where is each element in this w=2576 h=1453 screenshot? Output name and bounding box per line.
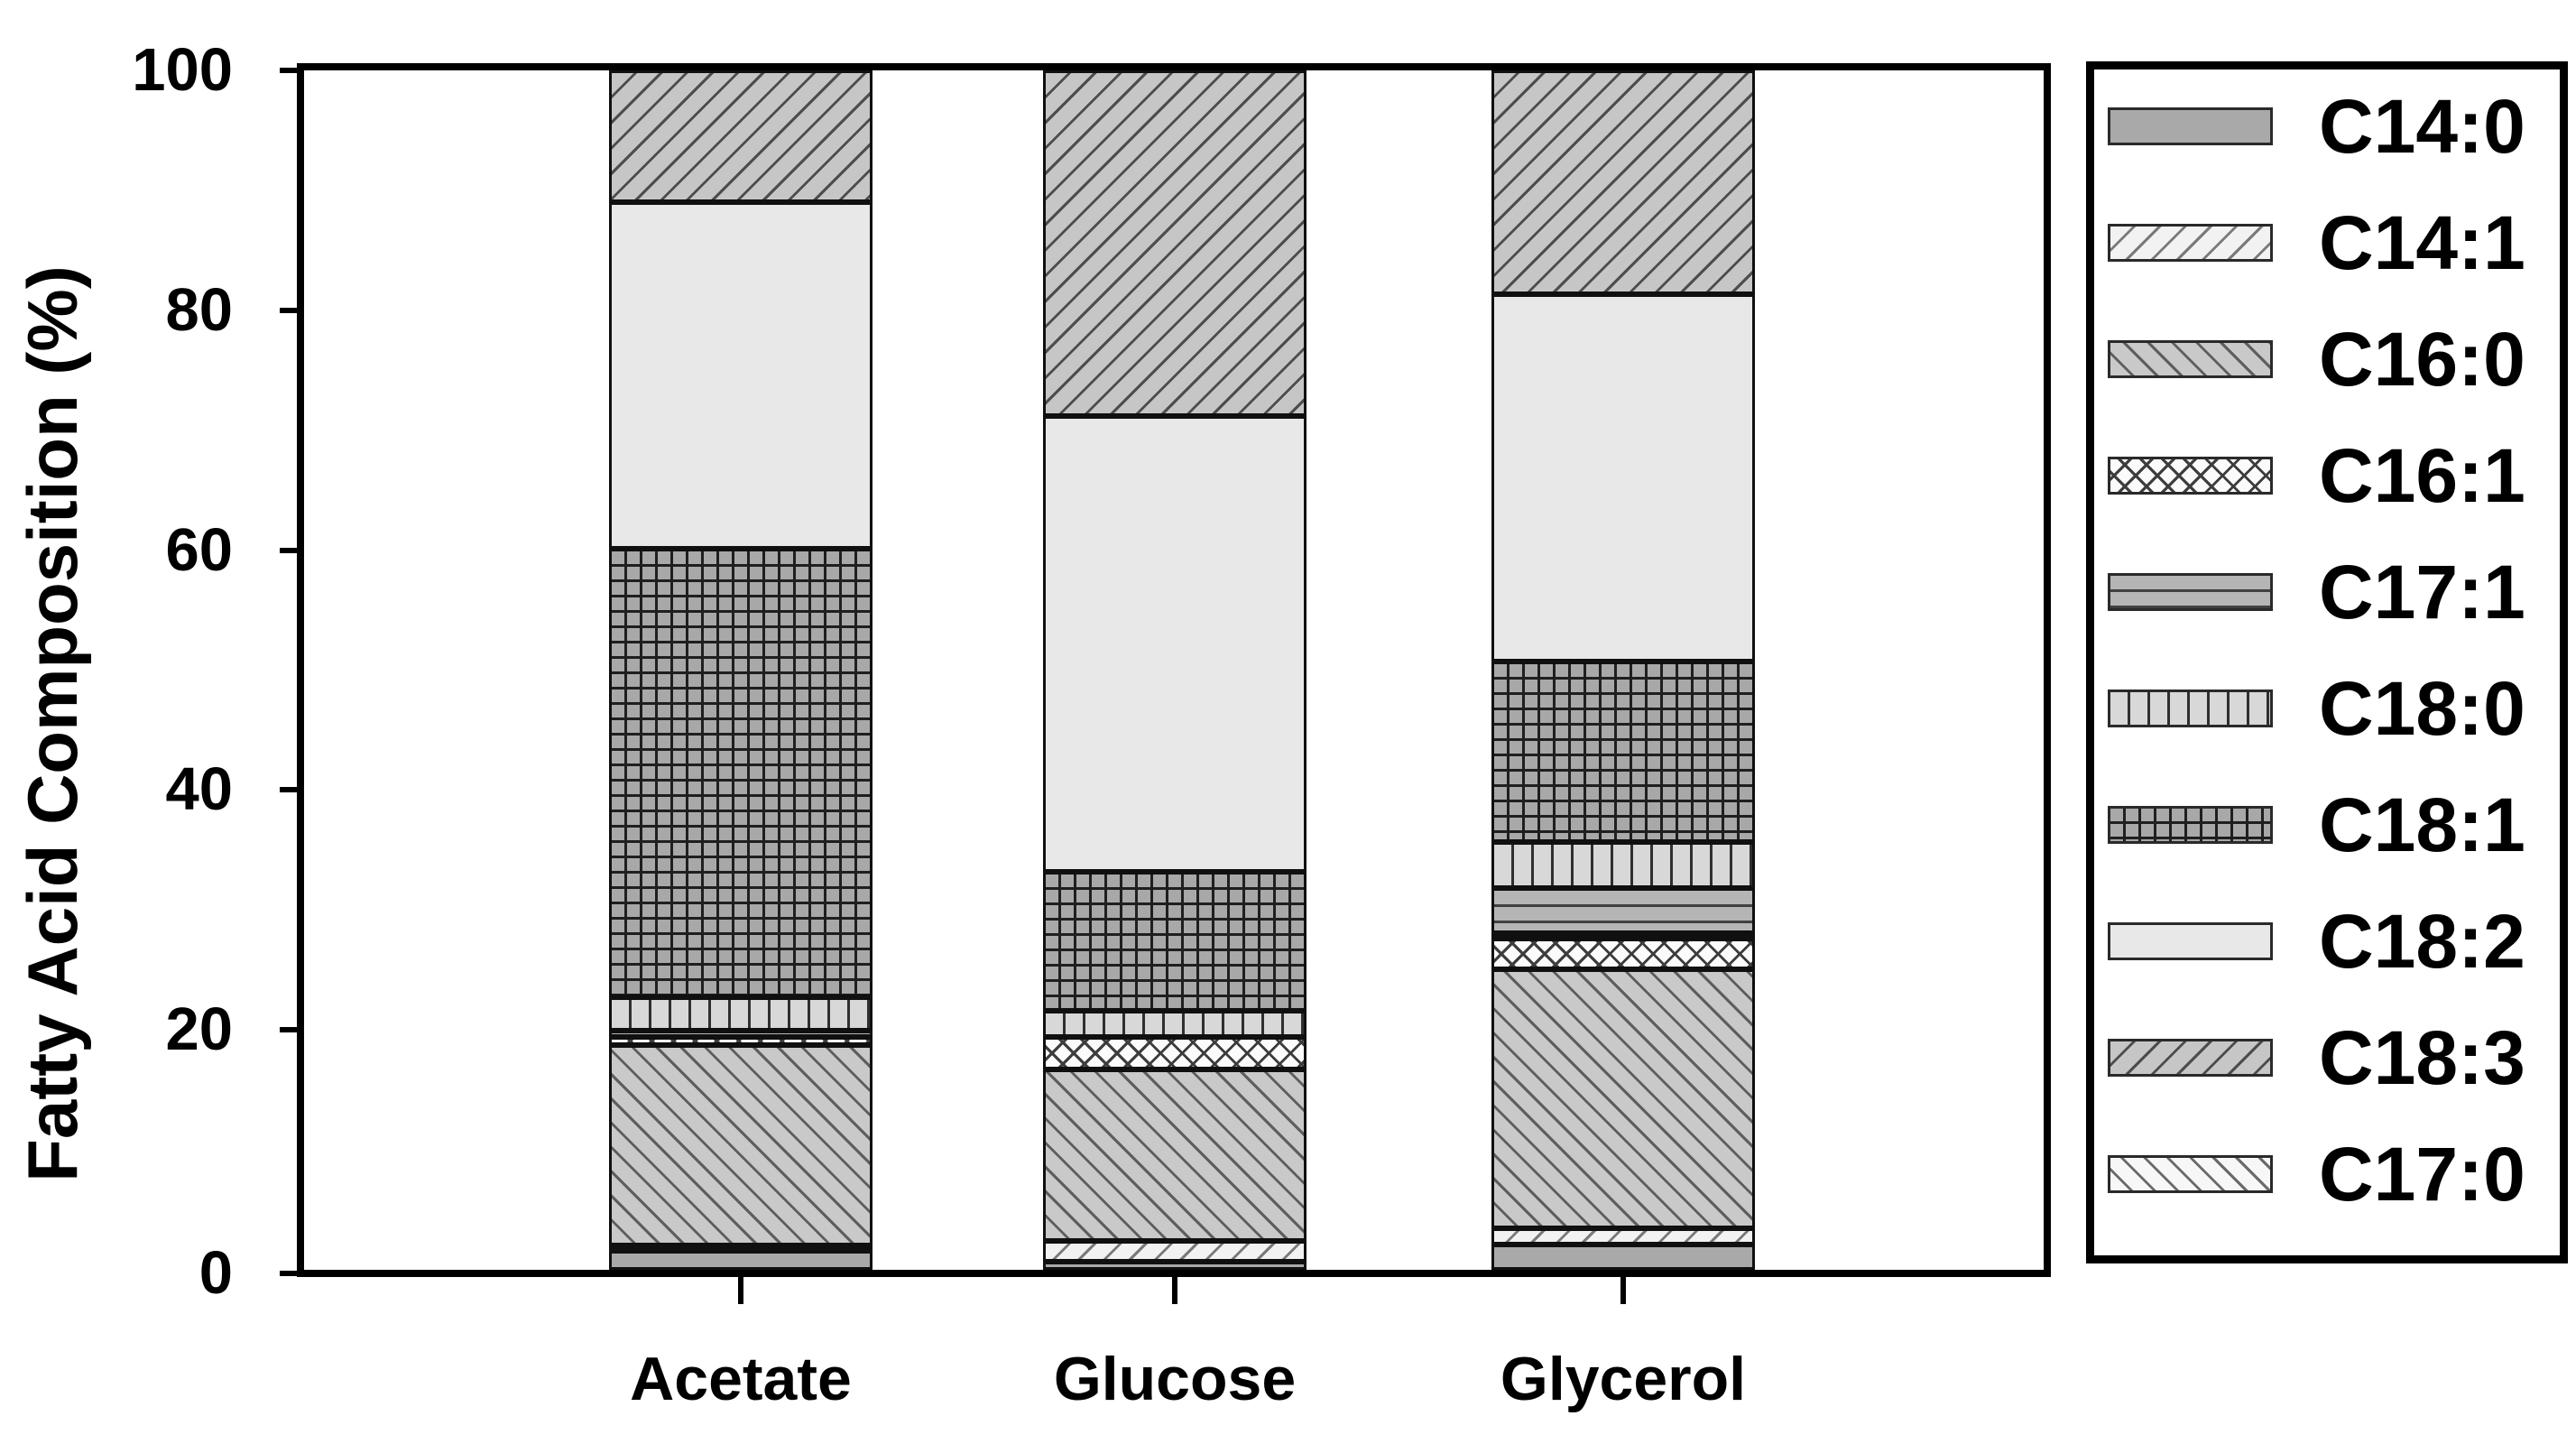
y-axis-tick (280, 787, 297, 792)
legend-label: C17:0 (2319, 1132, 2525, 1217)
bar-segment-c14_1-acetate (609, 1245, 873, 1251)
bar-segment-c18_2-glucose (1043, 415, 1306, 872)
bar-segment-c18_3-acetate (609, 69, 873, 203)
bar-segment-c17_0-glycerol (1491, 933, 1755, 939)
x-axis-tick (1620, 1275, 1626, 1304)
y-axis-tick (280, 68, 297, 73)
legend-label: C18:0 (2319, 666, 2525, 751)
legend-swatch-c14_0 (2108, 107, 2273, 145)
bar-segment-c18_1-glycerol (1491, 661, 1755, 843)
legend-label: C18:3 (2319, 1015, 2525, 1100)
bar-segment-c18_2-acetate (609, 202, 873, 549)
x-axis-tick (738, 1275, 743, 1304)
bar-segment-c18_0-glucose (1043, 1010, 1306, 1038)
bar-segment-c16_0-glycerol (1491, 968, 1755, 1228)
bar-segment-c16_0-acetate (609, 1044, 873, 1245)
legend-label: C14:0 (2319, 84, 2525, 169)
bar-segment-c18_3-glycerol (1491, 69, 1755, 295)
y-axis-tick (280, 548, 297, 553)
bar-segment-c18_0-glycerol (1491, 842, 1755, 888)
bar-segment-c17_1-acetate (609, 1030, 873, 1037)
bar-segment-c17_1-glycerol (1491, 887, 1755, 934)
legend-swatch-c18_0 (2108, 689, 2273, 727)
legend-swatch-c17_0 (2108, 1155, 2273, 1193)
legend-label: C18:1 (2319, 782, 2525, 867)
plot-area (297, 63, 2051, 1277)
bar-glucose (1043, 70, 1306, 1270)
legend-swatch-c18_2 (2108, 922, 2273, 960)
bar-segment-c18_0-acetate (609, 996, 873, 1031)
x-tick-label-glucose: Glucose (1053, 1345, 1297, 1413)
legend-swatch-c18_3 (2108, 1039, 2273, 1077)
bar-segment-c16_1-glycerol (1491, 939, 1755, 969)
legend-label: C17:1 (2319, 550, 2525, 634)
bar-glycerol (1491, 69, 1755, 1270)
bar-segment-c18_3-glucose (1043, 70, 1306, 416)
bar-segment-c18_1-acetate (609, 549, 873, 997)
bar-acetate (609, 69, 873, 1270)
legend-label: C16:1 (2319, 433, 2525, 518)
y-tick-label: 60 (165, 516, 233, 584)
legend-swatch-c18_1 (2108, 806, 2273, 844)
legend-box: C14:0 C14:1 C16:0 C16:1 C17:1 C18:0 C18:1 C18:2… (2086, 61, 2568, 1263)
bar-segment-c16_1-acetate (609, 1036, 873, 1045)
x-axis-tick (1172, 1275, 1177, 1304)
bar-segment-c14_0-glucose (1043, 1261, 1306, 1270)
bar-segment-c14_1-glucose (1043, 1241, 1306, 1262)
y-tick-label: 40 (165, 755, 233, 823)
y-tick-label: 80 (165, 276, 233, 344)
legend-swatch-c14_1 (2108, 224, 2273, 262)
bar-segment-c16_0-glucose (1043, 1069, 1306, 1242)
bar-segment-c16_1-glucose (1043, 1037, 1306, 1070)
x-tick-label-acetate: Acetate (630, 1345, 852, 1413)
legend-swatch-c17_1 (2108, 573, 2273, 611)
y-axis-tick (280, 308, 297, 313)
legend-label: C18:2 (2319, 899, 2525, 984)
y-tick-label: 20 (165, 995, 233, 1063)
legend-swatch-c16_0 (2108, 340, 2273, 378)
bar-segment-c18_1-glucose (1043, 871, 1306, 1011)
bar-segment-c14_1-glycerol (1491, 1227, 1755, 1245)
legend-swatch-c16_1 (2108, 457, 2273, 495)
y-axis-tick (280, 1027, 297, 1032)
y-axis-tick (280, 1271, 297, 1276)
y-tick-label: 100 (132, 36, 233, 104)
x-tick-label-glycerol: Glycerol (1500, 1345, 1747, 1413)
legend-label: C16:0 (2319, 317, 2525, 402)
bar-segment-c14_0-acetate (609, 1250, 873, 1270)
bar-segment-c14_0-glycerol (1491, 1245, 1755, 1270)
legend-label: C14:1 (2319, 200, 2525, 285)
bar-segment-c18_2-glycerol (1491, 294, 1755, 662)
y-tick-label: 0 (199, 1239, 233, 1307)
